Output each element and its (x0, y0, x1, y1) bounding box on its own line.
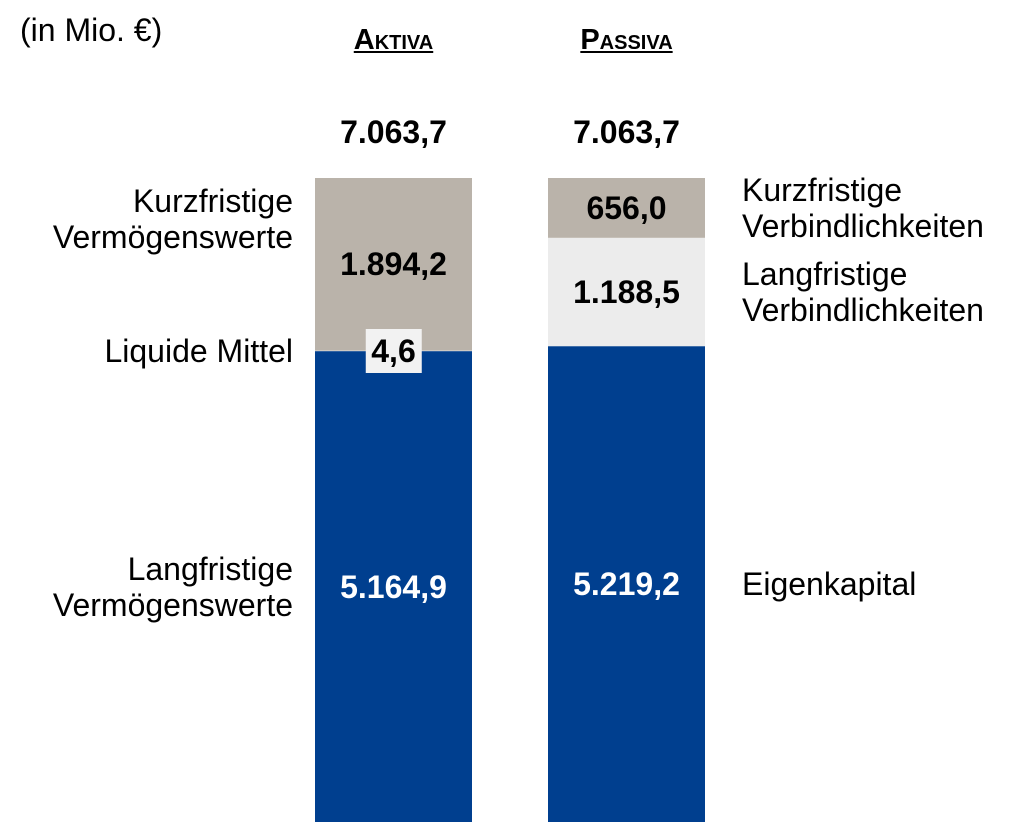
segment-name: Liquide Mittel (104, 332, 293, 369)
segment-name: Eigenkapital (742, 566, 917, 603)
value-label: 4,6 (365, 328, 422, 373)
bar-segment (315, 178, 472, 351)
category-label: Passiva (580, 24, 673, 56)
segment-name: Kurzfristige Vermögenswerte (52, 183, 293, 256)
bar-segment (315, 351, 472, 822)
value-label: 1.894,2 (340, 246, 447, 283)
bar-segment (548, 346, 705, 822)
segment-name: Langfristige Vermögenswerte (52, 550, 293, 623)
category-label: Aktiva (353, 24, 434, 56)
value-label: 5.164,9 (340, 568, 447, 605)
segment-name: Langfristige Verbindlichkeiten (742, 255, 984, 328)
segment-name: Kurzfristige Verbindlichkeiten (742, 171, 984, 244)
bar-segment (548, 178, 705, 238)
chart-title: (in Mio. €) (20, 12, 163, 48)
total-label: 7.063,7 (573, 114, 680, 150)
value-label: 656,0 (586, 189, 667, 226)
value-label: 1.188,5 (573, 273, 680, 310)
value-label: 5.219,2 (573, 566, 680, 603)
total-label: 7.063,7 (340, 114, 447, 150)
bar-segment (548, 237, 705, 347)
